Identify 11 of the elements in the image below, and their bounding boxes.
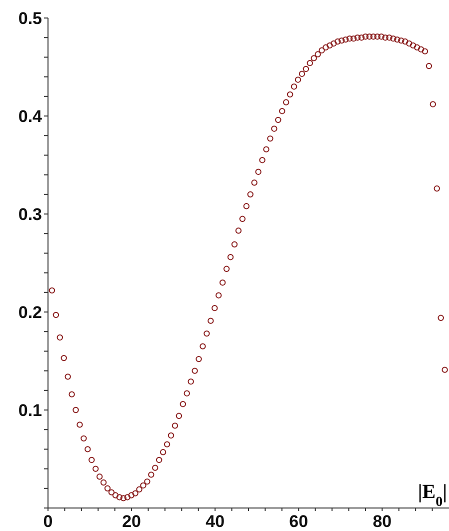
x-tick-label: 60 (289, 512, 308, 531)
x-tick-label: 20 (122, 512, 142, 531)
x-tick-label: 40 (206, 512, 225, 531)
y-tick-label: 0.3 (18, 205, 42, 224)
x-tick-label: 80 (372, 512, 392, 531)
x-tick-label: 0 (43, 512, 53, 531)
x-axis-title: |E$_{0}$| (418, 481, 447, 510)
y-tick-label: 0.2 (18, 303, 42, 322)
y-tick-label: 0.4 (18, 107, 43, 126)
y-tick-label: 0.5 (18, 9, 42, 28)
y-tick-label: 0.1 (18, 401, 42, 420)
